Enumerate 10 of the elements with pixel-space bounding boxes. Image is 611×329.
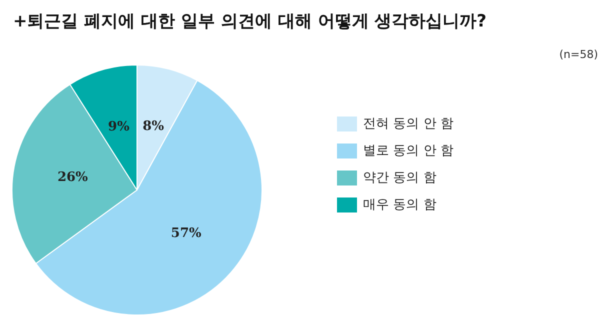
- legend-label: 별로 동의 안 함: [363, 144, 454, 158]
- legend-label: 약간 동의 함: [363, 170, 436, 186]
- chart-title: +퇴근길 폐지에 대한 일부 의견에 대해 어떻게 생각하십니까?: [13, 12, 487, 32]
- legend-label: 전혀 동의 안 함: [363, 116, 454, 132]
- data-label: 57%: [170, 226, 202, 241]
- text: (n=58): [559, 48, 598, 61]
- data-label: 26%: [57, 170, 89, 186]
- data-label: 9%: [108, 120, 130, 135]
- data-label: 8%: [142, 119, 165, 134]
- legend-label: 매우 동의 함: [363, 198, 436, 212]
